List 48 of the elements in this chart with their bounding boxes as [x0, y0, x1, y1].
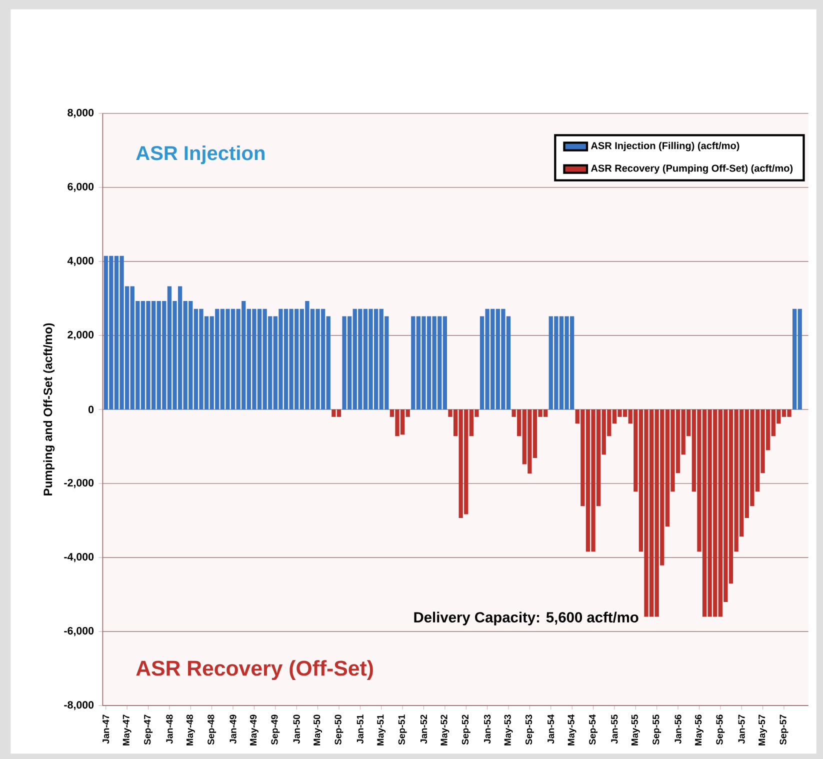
x-tick-label: Sep-47: [144, 714, 153, 745]
annotation: ASR Recovery (Off-Set): [136, 660, 373, 680]
x-tick-label: Jan-49: [230, 714, 236, 744]
x-tick-label: Jan-51: [356, 714, 364, 744]
y-axis-title: Pumping and Off-Set (acft/mo): [43, 323, 55, 496]
y-tick-label: -6,000: [64, 627, 94, 636]
x-tick-label: Sep-57: [780, 714, 788, 745]
x-tick-label: Sep-50: [334, 714, 344, 745]
y-tick-label: 4,000: [67, 256, 94, 266]
legend-label: ASR Recovery (Pumping Off-Set) (acft/mo): [590, 164, 793, 174]
x-tick-label: Sep-53: [525, 714, 534, 745]
x-tick-label: Jan-47: [102, 714, 110, 744]
x-tick-label: Jan-52: [420, 714, 428, 744]
annotation: ASR Injection: [136, 146, 264, 164]
x-tick-label: Jan-56: [674, 714, 682, 744]
x-tick-label: Jan-50: [293, 714, 300, 744]
x-tick-label: Sep-52: [462, 714, 470, 745]
x-tick-label: Sep-49: [271, 714, 280, 745]
x-tick-label: May-53: [504, 714, 513, 746]
x-tick-label: May-50: [314, 714, 322, 746]
x-tick-label: Jan-48: [166, 714, 173, 744]
x-tick-label: May-54: [568, 714, 576, 746]
x-tick-label: May-49: [250, 714, 258, 746]
x-tick-label: May-51: [377, 714, 386, 746]
x-tick-label: May-52: [440, 714, 450, 746]
x-tick-label: Sep-55: [652, 714, 662, 745]
x-tick-label: Jan-57: [738, 714, 745, 744]
y-tick-label: 6,000: [68, 182, 94, 192]
x-tick-label: May-48: [186, 714, 195, 746]
x-tick-label: May-57: [758, 714, 767, 746]
x-tick-label: Jan-53: [484, 714, 491, 744]
y-tick-label: -8,000: [64, 701, 94, 710]
x-tick-label: Sep-51: [398, 714, 407, 745]
x-tick-label: Sep-56: [716, 714, 725, 745]
legend-label: ASR Injection (Filling) (acft/mo): [590, 142, 740, 152]
x-tick-label: Jan-55: [611, 714, 618, 744]
x-tick-label: Sep-54: [589, 714, 598, 745]
y-tick-label: -4,000: [64, 553, 94, 562]
x-tick-label: Jan-54: [548, 714, 554, 744]
y-tick-label: 0: [88, 406, 94, 414]
y-tick-label: -2,000: [64, 478, 94, 488]
x-tick-label: Sep-48: [208, 714, 216, 745]
x-tick-label: May-55: [631, 714, 640, 746]
x-tick-label: May-47: [122, 714, 132, 746]
x-tick-label: May-56: [694, 714, 704, 746]
y-tick-label: 8,000: [68, 108, 94, 118]
y-tick-label: 2,000: [68, 330, 94, 340]
annotation: Delivery Capacity: 5,600 acft/mo: [414, 612, 638, 626]
